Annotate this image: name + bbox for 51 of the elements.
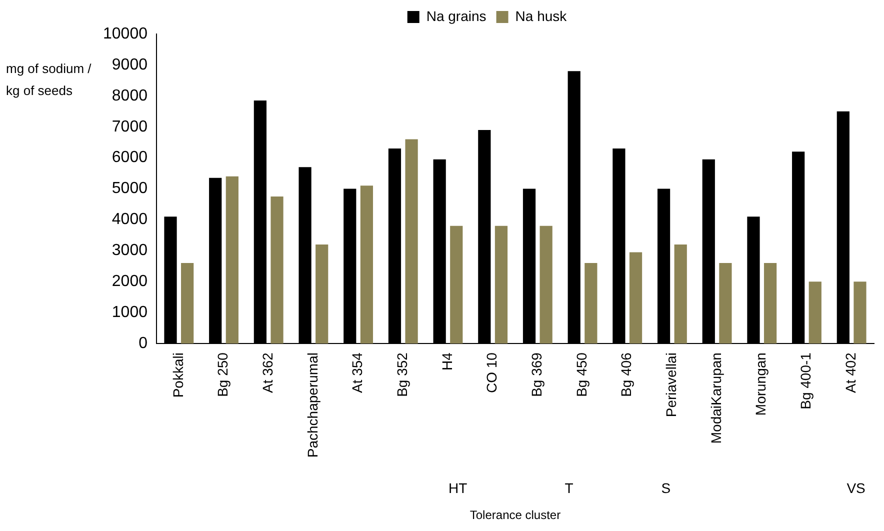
- bar: [494, 226, 508, 344]
- legend-label: Na husk: [515, 8, 568, 24]
- y-tick-label: 8000: [112, 87, 148, 104]
- bar: [674, 244, 687, 344]
- bar: [854, 282, 866, 344]
- x-tick-label: Morungan: [752, 352, 769, 416]
- bar: [450, 226, 463, 344]
- bar: [360, 186, 374, 344]
- bar: [808, 282, 822, 344]
- x-tick-label: Periavellai: [663, 352, 680, 418]
- x-tick-label: At 402: [842, 352, 858, 394]
- x-tick-label: CO 10: [484, 352, 500, 394]
- bar: [316, 244, 328, 344]
- bar: [540, 226, 552, 344]
- bar: [629, 252, 642, 344]
- x-tick-label: Bg 250: [214, 352, 231, 397]
- y-axis-title: mg of sodium / kg of seeds: [6, 60, 92, 100]
- x-tick-label: H4: [438, 352, 455, 370]
- x-tick-label: At 362: [259, 352, 276, 394]
- bar: [181, 263, 194, 344]
- y-tick-label: 9000: [112, 56, 148, 74]
- x-tick-label: Bg 352: [394, 352, 410, 397]
- y-tick-label: 4000: [112, 211, 148, 228]
- text: T: [564, 480, 574, 496]
- bar: [405, 139, 418, 344]
- x-tick-label: At 354: [349, 352, 366, 394]
- x-tick-label: Bg 450: [573, 352, 590, 397]
- y-tick-label: 10000: [102, 25, 148, 42]
- text: HT: [448, 480, 468, 496]
- x-tick-label: Pokkali: [170, 352, 186, 398]
- y-tick-label: 1000: [112, 304, 148, 321]
- bar: [226, 176, 238, 344]
- legend-label: Na grains: [426, 8, 486, 24]
- x-tick-label: Bg 406: [618, 352, 634, 397]
- y-tick-label: 7000: [112, 118, 148, 136]
- bar: [719, 263, 732, 344]
- x-tick-label: Bg 369: [528, 352, 545, 397]
- text: S: [661, 480, 671, 496]
- text: VS: [846, 480, 866, 496]
- x-tick-label: Pachchaperumal: [304, 352, 320, 458]
- y-tick-label: 6000: [112, 149, 148, 166]
- x-axis-title: Tolerance cluster: [470, 508, 561, 522]
- bar: [584, 263, 598, 344]
- y-tick-label: 3000: [112, 242, 148, 260]
- x-tick-label: ModaiKarupan: [708, 352, 724, 444]
- bar: [270, 196, 284, 344]
- bar: [764, 263, 777, 344]
- y-tick-label: 0: [138, 334, 148, 352]
- x-tick-label: Bg 400-1: [798, 352, 814, 410]
- y-tick-label: 5000: [112, 180, 148, 198]
- y-tick-label: 2000: [112, 273, 148, 290]
